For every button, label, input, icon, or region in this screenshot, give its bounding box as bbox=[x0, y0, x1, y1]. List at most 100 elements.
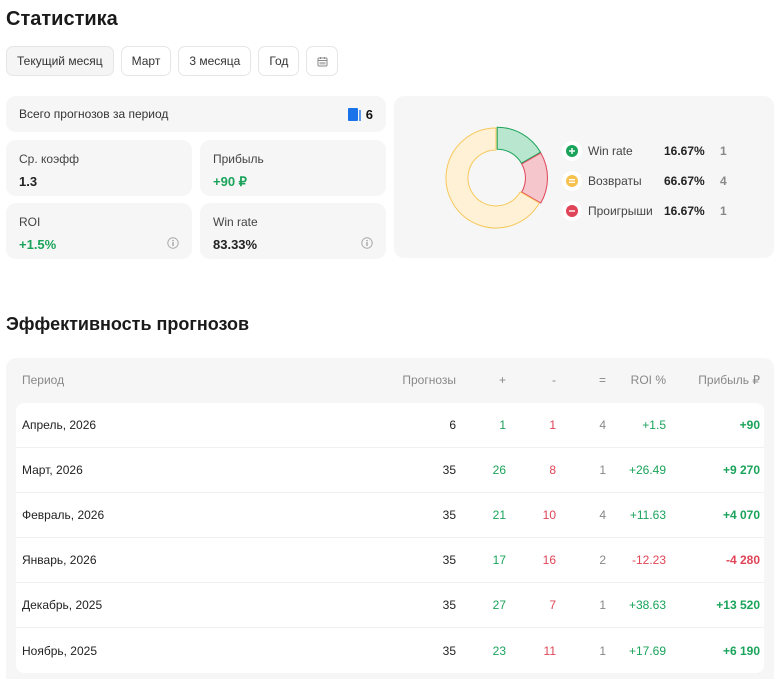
row-losses: 16 bbox=[542, 553, 556, 567]
roi-value: +1.5% bbox=[19, 237, 57, 252]
row-roi: +26.49 bbox=[628, 463, 666, 477]
col-predictions: Прогнозы bbox=[402, 373, 456, 387]
document-icon bbox=[347, 108, 361, 121]
row-returns: 4 bbox=[599, 508, 606, 522]
row-returns: 1 bbox=[599, 643, 606, 658]
chart-legend: Win rate 16.67% 1 Возвраты 66.67% 4 Прои… bbox=[562, 136, 727, 226]
row-wins: 23 bbox=[492, 643, 506, 658]
row-period: Апрель, 2026 bbox=[22, 418, 97, 432]
row-roi: -12.23 bbox=[631, 553, 666, 567]
row-roi: +11.63 bbox=[629, 508, 666, 522]
legend-name: Win rate bbox=[588, 144, 633, 158]
row-total: 6 bbox=[449, 418, 456, 432]
row-returns: 4 bbox=[599, 418, 606, 432]
profit-label: Прибыль bbox=[213, 152, 264, 166]
row-wins: 26 bbox=[492, 463, 506, 477]
filter-3-months[interactable]: 3 месяца bbox=[178, 46, 252, 76]
row-total: 35 bbox=[442, 463, 456, 477]
col-period: Период bbox=[22, 373, 65, 387]
total-predictions-label: Всего прогнозов за период bbox=[19, 107, 169, 121]
roi-card: ROI +1.5% bbox=[6, 203, 192, 259]
performance-table: Период Прогнозы + - = ROI % Прибыль ₽ Ап… bbox=[6, 358, 774, 679]
row-losses: 1 bbox=[549, 418, 556, 432]
row-returns: 2 bbox=[599, 553, 606, 567]
table-header: Период Прогнозы + - = ROI % Прибыль ₽ bbox=[6, 358, 774, 402]
results-donut-chart bbox=[445, 126, 548, 229]
row-period: Январь, 2026 bbox=[22, 553, 97, 567]
legend-item-losses: Проигрыши 16.67% 1 bbox=[562, 196, 727, 226]
row-returns: 1 bbox=[599, 598, 606, 612]
table-row[interactable]: Апрель, 2026 6 1 1 4 +1.5 +90 bbox=[16, 403, 764, 448]
table-row[interactable]: Март, 2026 35 26 8 1 +26.49 +9 270 bbox=[16, 448, 764, 493]
legend-name: Проигрыши bbox=[588, 204, 653, 218]
win-rate-card: Win rate 83.33% bbox=[200, 203, 386, 259]
results-chart-card: Win rate 16.67% 1 Возвраты 66.67% 4 Прои… bbox=[394, 96, 774, 258]
col-returns: = bbox=[598, 373, 606, 387]
avg-coef-value: 1.3 bbox=[19, 174, 38, 189]
date-picker-button[interactable] bbox=[306, 46, 339, 76]
avg-coef-card: Ср. коэфф 1.3 bbox=[6, 140, 192, 196]
row-total: 35 bbox=[442, 598, 456, 612]
row-wins: 1 bbox=[499, 418, 506, 432]
table-row[interactable]: Январь, 2026 35 17 16 2 -12.23 -4 280 bbox=[16, 538, 764, 583]
legend-percent: 16.67% bbox=[664, 204, 705, 218]
filter-current-month[interactable]: Текущий месяц bbox=[6, 46, 114, 76]
row-roi: +1.5 bbox=[642, 418, 666, 432]
avg-coef-label: Ср. коэфф bbox=[19, 152, 79, 166]
row-losses: 11 bbox=[543, 643, 556, 658]
filter-year[interactable]: Год bbox=[258, 46, 300, 76]
legend-count: 1 bbox=[720, 144, 727, 158]
row-period: Февраль, 2026 bbox=[22, 508, 105, 522]
info-icon[interactable] bbox=[361, 237, 373, 249]
row-profit: +13 520 bbox=[716, 598, 760, 612]
row-profit: +90 bbox=[739, 418, 760, 432]
win-rate-label: Win rate bbox=[213, 215, 258, 229]
row-losses: 10 bbox=[542, 508, 556, 522]
profit-card: Прибыль +90 ₽ bbox=[200, 140, 386, 196]
legend-count: 1 bbox=[720, 204, 727, 218]
win-rate-value: 83.33% bbox=[213, 237, 258, 252]
row-wins: 21 bbox=[492, 508, 506, 522]
table-row[interactable]: Ноябрь, 2025 35 23 11 1 +17.69 +6 190 bbox=[16, 628, 764, 673]
calendar-icon bbox=[317, 56, 328, 66]
legend-count: 4 bbox=[720, 174, 727, 188]
filter-march[interactable]: Март bbox=[120, 46, 172, 76]
row-profit: +9 270 bbox=[722, 463, 760, 477]
total-predictions-value: 6 bbox=[365, 106, 373, 122]
row-wins: 17 bbox=[492, 553, 506, 567]
legend-item-win: Win rate 16.67% 1 bbox=[562, 136, 727, 166]
row-profit: +4 070 bbox=[722, 508, 760, 522]
legend-item-returns: Возвраты 66.67% 4 bbox=[562, 166, 727, 196]
info-icon[interactable] bbox=[167, 237, 179, 249]
minus-circle-icon bbox=[562, 201, 582, 221]
row-losses: 7 bbox=[549, 598, 556, 612]
section-title: Эффективность прогнозов bbox=[6, 314, 250, 334]
row-profit: -4 280 bbox=[725, 553, 760, 567]
legend-percent: 66.67% bbox=[664, 174, 705, 188]
legend-name: Возвраты bbox=[588, 174, 642, 188]
row-wins: 27 bbox=[492, 598, 506, 612]
table-body: Апрель, 2026 6 1 1 4 +1.5 +90 Март, 2026… bbox=[16, 403, 764, 673]
equals-circle-icon bbox=[562, 171, 582, 191]
col-roi: ROI % bbox=[630, 373, 666, 387]
table-row[interactable]: Декабрь, 2025 35 27 7 1 +38.63 +13 520 bbox=[16, 583, 764, 628]
row-profit: +6 190 bbox=[722, 643, 760, 658]
row-period: Декабрь, 2025 bbox=[22, 598, 103, 612]
col-profit: Прибыль ₽ bbox=[698, 373, 760, 387]
legend-percent: 16.67% bbox=[664, 144, 705, 158]
row-total: 35 bbox=[442, 643, 456, 658]
col-losses: - bbox=[552, 373, 556, 387]
period-filters: Текущий месяц Март 3 месяца Год bbox=[6, 46, 339, 76]
total-predictions-count: 6 bbox=[347, 106, 373, 122]
row-period: Март, 2026 bbox=[22, 463, 83, 477]
table-row[interactable]: Февраль, 2026 35 21 10 4 +11.63 +4 070 bbox=[16, 493, 764, 538]
row-period: Ноябрь, 2025 bbox=[22, 643, 97, 658]
row-losses: 8 bbox=[549, 463, 556, 477]
total-predictions-card: Всего прогнозов за период 6 bbox=[6, 96, 386, 132]
row-returns: 1 bbox=[599, 463, 606, 477]
col-wins: + bbox=[498, 373, 506, 387]
row-total: 35 bbox=[442, 553, 456, 567]
profit-value: +90 ₽ bbox=[213, 174, 247, 189]
row-total: 35 bbox=[442, 508, 456, 522]
row-roi: +38.63 bbox=[628, 598, 666, 612]
